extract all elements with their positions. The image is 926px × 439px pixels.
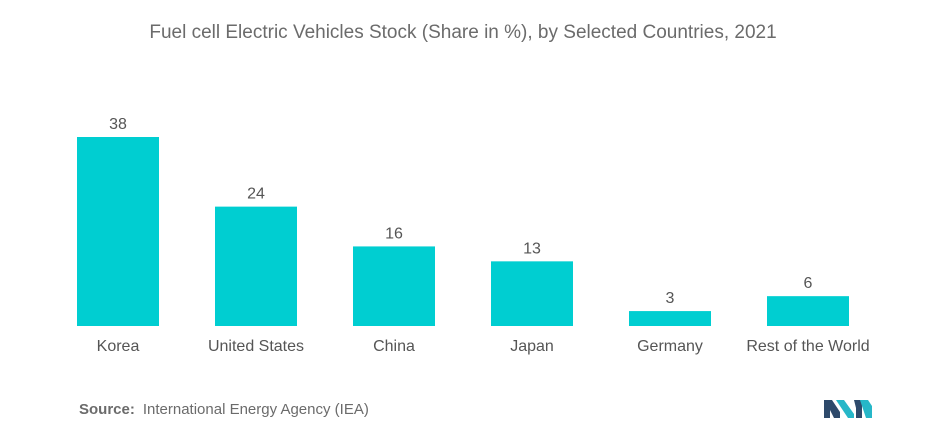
bar-japan	[491, 261, 573, 326]
category-label: Germany	[637, 338, 703, 355]
value-label: 16	[385, 225, 403, 242]
bar-rest-of-the-world	[767, 296, 849, 326]
bar-united-states	[215, 206, 297, 326]
bar-china	[353, 246, 435, 326]
category-label: Rest of the World	[746, 338, 869, 355]
value-label: 38	[109, 116, 127, 133]
source-text: International Energy Agency (IEA)	[142, 401, 369, 418]
category-label: China	[373, 338, 415, 355]
source-note: Source: International Energy Agency (IEA)	[79, 401, 369, 418]
value-label: 24	[247, 186, 265, 203]
chart-title: Fuel cell Electric Vehicles Stock (Share…	[149, 22, 777, 43]
category-label: Japan	[510, 338, 554, 355]
bar-germany	[629, 311, 711, 326]
bar-korea	[77, 137, 159, 326]
category-label: United States	[208, 338, 304, 355]
value-label: 3	[666, 290, 675, 307]
value-label: 6	[804, 275, 813, 292]
category-label: Korea	[97, 338, 140, 355]
brand-logo-icon	[824, 400, 872, 418]
value-label: 13	[523, 240, 541, 257]
source-label: Source:	[79, 401, 135, 418]
